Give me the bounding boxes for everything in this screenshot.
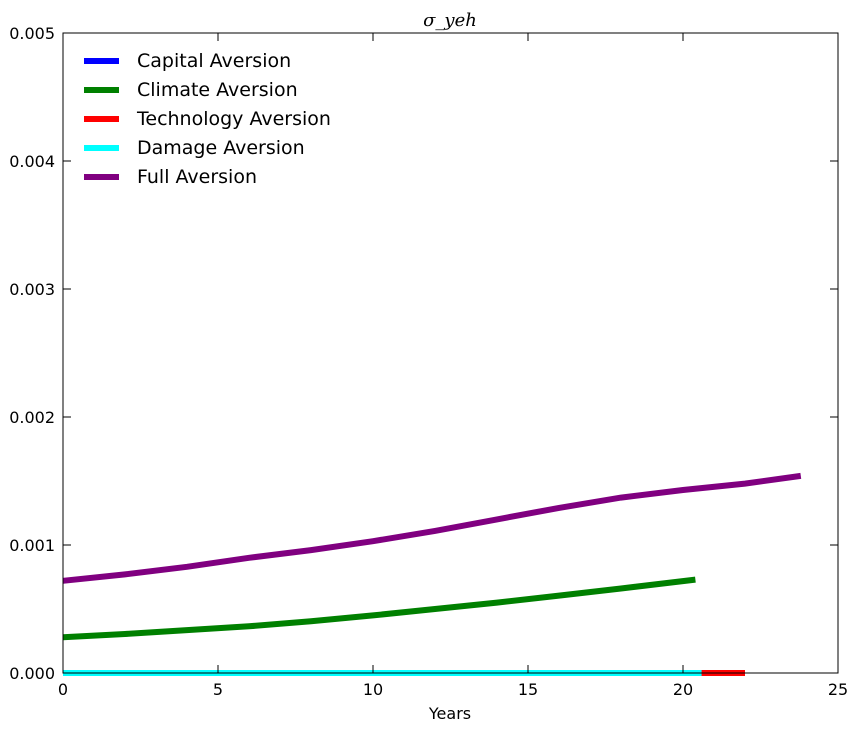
x-tick-label: 5 <box>213 680 223 699</box>
plot-frame <box>62 32 839 674</box>
x-tick-label: 20 <box>673 680 693 699</box>
chart-title: σ_yeh <box>423 10 477 31</box>
x-tick-label: 15 <box>518 680 538 699</box>
legend-label: Damage Aversion <box>137 137 305 159</box>
plot-series <box>62 472 802 676</box>
x-tick-label: 10 <box>363 680 383 699</box>
y-tick-label: 0.000 <box>9 664 55 683</box>
x-tick-label: 0 <box>58 680 68 699</box>
x-tick-label: 25 <box>828 680 848 699</box>
y-tick-label: 0.005 <box>9 24 55 43</box>
legend-label: Capital Aversion <box>137 50 291 72</box>
series-line-full-aversion <box>62 472 802 584</box>
x-axis: 0 5 10 15 20 25 <box>58 33 848 699</box>
y-tick-label: 0.004 <box>9 152 55 171</box>
legend-label: Full Aversion <box>137 166 257 188</box>
y-tick-label: 0.003 <box>9 280 55 299</box>
y-axis: 0.000 0.001 0.002 0.003 0.004 0.005 <box>9 24 838 683</box>
y-tick-label: 0.002 <box>9 408 55 427</box>
legend: Capital Aversion Climate Aversion Technolo… <box>84 50 331 188</box>
legend-label: Technology Aversion <box>136 108 331 130</box>
legend-label: Climate Aversion <box>137 79 298 101</box>
x-axis-label: Years <box>428 704 471 723</box>
series-line-climate-aversion <box>62 576 696 641</box>
y-tick-label: 0.001 <box>9 536 55 555</box>
